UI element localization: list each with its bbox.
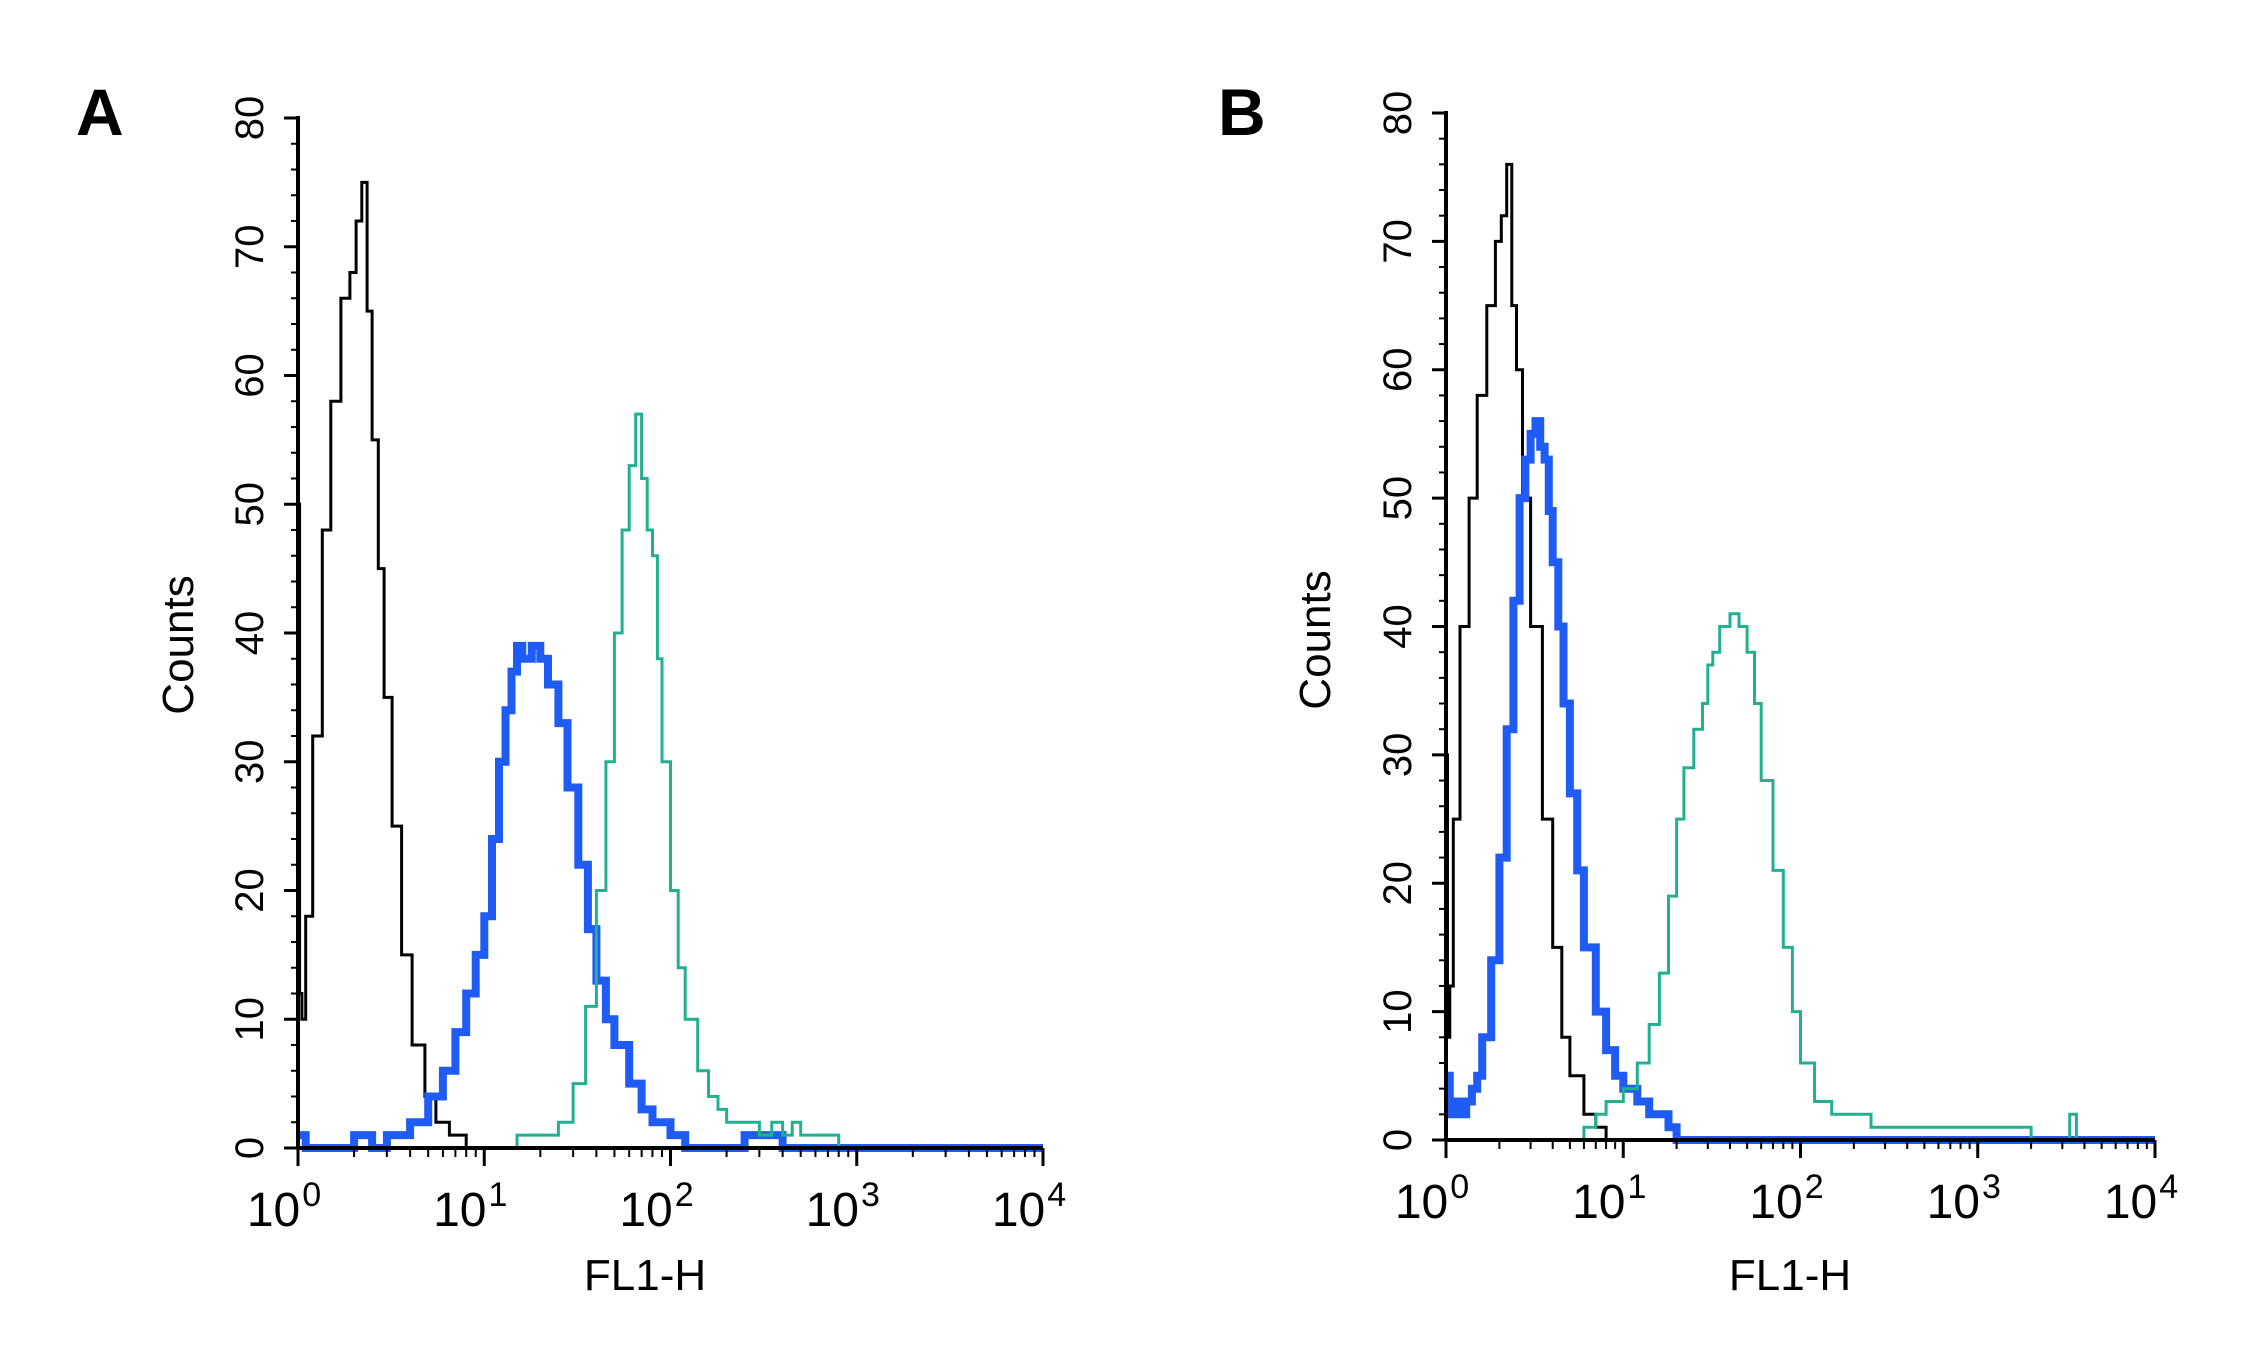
y-tick-label-b-3: 30 — [1376, 733, 1420, 778]
series-b-0 — [1446, 162, 2155, 1142]
y-tick-label-b-7: 70 — [1376, 219, 1420, 264]
y-tick-label-a-1: 10 — [228, 997, 272, 1042]
y-tick-label-b-1: 10 — [1376, 989, 1420, 1034]
x-axis-title-b: FL1-H — [1729, 1251, 1851, 1300]
x-tick-label-a-4: 104 — [992, 1176, 1066, 1237]
y-tick-label-a-7: 70 — [228, 225, 272, 270]
series-a-2 — [298, 412, 1043, 1150]
plot-area-b: 0 10 20 30 40 50 60 70 80 100 101 102 103 104 — [1376, 91, 2178, 1229]
series-b-2 — [1446, 612, 2155, 1142]
x-tick-label-b-1: 101 — [1572, 1168, 1646, 1229]
series-b-1 — [1445, 417, 2155, 1144]
x-tick-label-b-3: 103 — [1927, 1168, 2001, 1229]
x-tick-label-a-3: 103 — [806, 1176, 880, 1237]
panel-label-b: B — [1218, 75, 1266, 149]
y-tick-label-a-4: 40 — [228, 611, 272, 656]
y-tick-label-a-6: 60 — [228, 353, 272, 398]
x-tick-label-a-0: 100 — [247, 1176, 321, 1237]
y-tick-label-b-8: 80 — [1376, 91, 1420, 136]
plot-area-a: 0 10 20 30 40 50 60 70 80 100 101 102 103 104 — [228, 96, 1066, 1237]
y-tick-label-a-3: 30 — [228, 740, 272, 785]
y-tick-label-a-8: 80 — [228, 96, 272, 141]
panel-a: A Counts FL1-H 0 10 20 30 40 50 60 70 80 100 101 10… — [76, 75, 1066, 1300]
x-axis-title-a: FL1-H — [584, 1251, 706, 1300]
y-tick-label-b-6: 60 — [1376, 348, 1420, 393]
x-tick-label-a-2: 102 — [619, 1176, 693, 1237]
y-tick-label-b-5: 50 — [1376, 476, 1420, 521]
x-tick-label-a-1: 101 — [433, 1176, 507, 1237]
y-tick-label-b-2: 20 — [1376, 861, 1420, 906]
x-tick-label-b-4: 104 — [2104, 1168, 2178, 1229]
y-tick-label-a-2: 20 — [228, 868, 272, 913]
y-tick-label-a-0: 0 — [228, 1137, 272, 1159]
y-axis-title-b: Counts — [1291, 570, 1340, 709]
y-axis-title-a: Counts — [154, 575, 203, 714]
y-tick-label-a-5: 50 — [228, 482, 272, 527]
panel-label-a: A — [76, 75, 124, 149]
y-tick-label-b-0: 0 — [1376, 1129, 1420, 1151]
panel-b: B Counts FL1-H 0 10 20 30 40 50 60 70 80 100 101 10… — [1218, 75, 2178, 1300]
series-a-1 — [298, 641, 1043, 1152]
series-a-0 — [298, 180, 1043, 1150]
x-tick-label-b-2: 102 — [1749, 1168, 1823, 1229]
y-tick-label-b-4: 40 — [1376, 604, 1420, 649]
x-tick-label-b-0: 100 — [1395, 1168, 1469, 1229]
